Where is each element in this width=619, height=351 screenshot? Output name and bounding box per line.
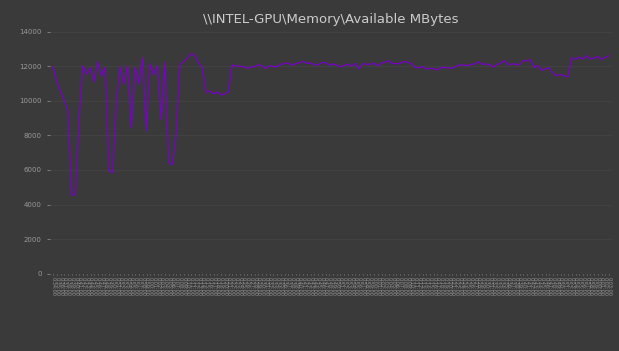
Title: \\INTEL-GPU\Memory\Available MBytes: \\INTEL-GPU\Memory\Available MBytes (204, 13, 459, 26)
